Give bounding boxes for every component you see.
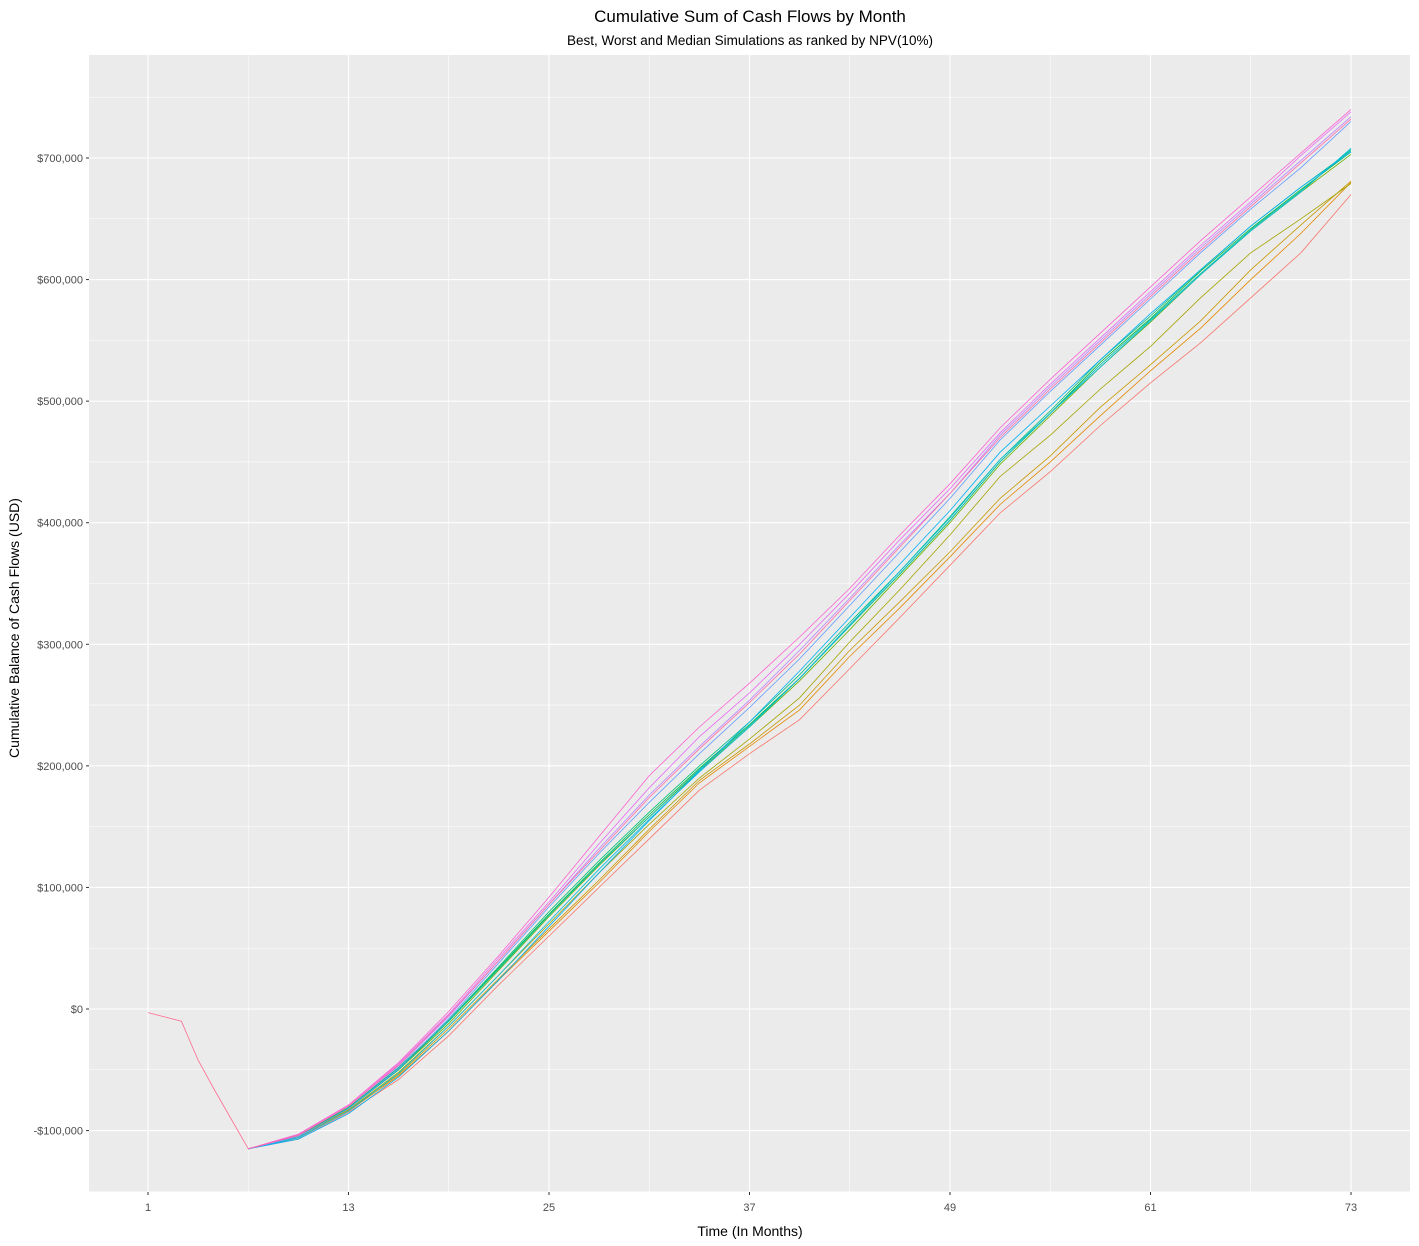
series-line-11 bbox=[248, 121, 1352, 1150]
series-line-shared-start bbox=[147, 1012, 249, 1149]
y-tick-label: $100,000 bbox=[37, 882, 83, 894]
y-tick-label: $0 bbox=[71, 1004, 83, 1016]
series-line-13 bbox=[248, 111, 1352, 1150]
y-tick-label: $600,000 bbox=[37, 275, 83, 287]
x-tick-label: 1 bbox=[145, 1202, 151, 1214]
x-tick-label: 13 bbox=[342, 1202, 354, 1214]
y-tick-label: -$100,000 bbox=[33, 1126, 83, 1138]
x-tick-label: 73 bbox=[1345, 1202, 1357, 1214]
y-tick-label: $300,000 bbox=[37, 639, 83, 651]
x-tick-label: 49 bbox=[944, 1202, 956, 1214]
chart-subtitle: Best, Worst and Median Simulations as ra… bbox=[567, 33, 933, 48]
series-line-15 bbox=[248, 118, 1352, 1150]
series-line-1 bbox=[248, 194, 1352, 1150]
series-line-12 bbox=[248, 116, 1352, 1150]
x-tick-label: 25 bbox=[543, 1202, 555, 1214]
series-line-5 bbox=[248, 154, 1352, 1150]
series-line-3 bbox=[248, 180, 1352, 1150]
y-axis-ticks: -$100,000 $0 $100,000 $200,000 $300,000 $400,… bbox=[33, 153, 89, 1138]
y-tick-label: $400,000 bbox=[37, 518, 83, 530]
y-axis-title: Cumulative Balance of Cash Flows (USD) bbox=[6, 498, 22, 758]
x-tick-label: 37 bbox=[743, 1202, 755, 1214]
y-tick-label: $200,000 bbox=[37, 761, 83, 773]
gridlines bbox=[89, 55, 1410, 1192]
y-tick-label: $700,000 bbox=[37, 153, 83, 165]
series-line-9 bbox=[248, 147, 1352, 1150]
chart-title: Cumulative Sum of Cash Flows by Month bbox=[594, 7, 906, 26]
x-tick-label: 61 bbox=[1144, 1202, 1156, 1214]
x-axis-title: Time (In Months) bbox=[697, 1223, 802, 1239]
series-line-14 bbox=[248, 109, 1352, 1150]
series-lines bbox=[147, 109, 1352, 1150]
series-line-10 bbox=[248, 151, 1352, 1150]
x-axis-ticks: 1 13 25 37 49 61 73 bbox=[145, 1192, 1357, 1214]
y-tick-label: $500,000 bbox=[37, 396, 83, 408]
